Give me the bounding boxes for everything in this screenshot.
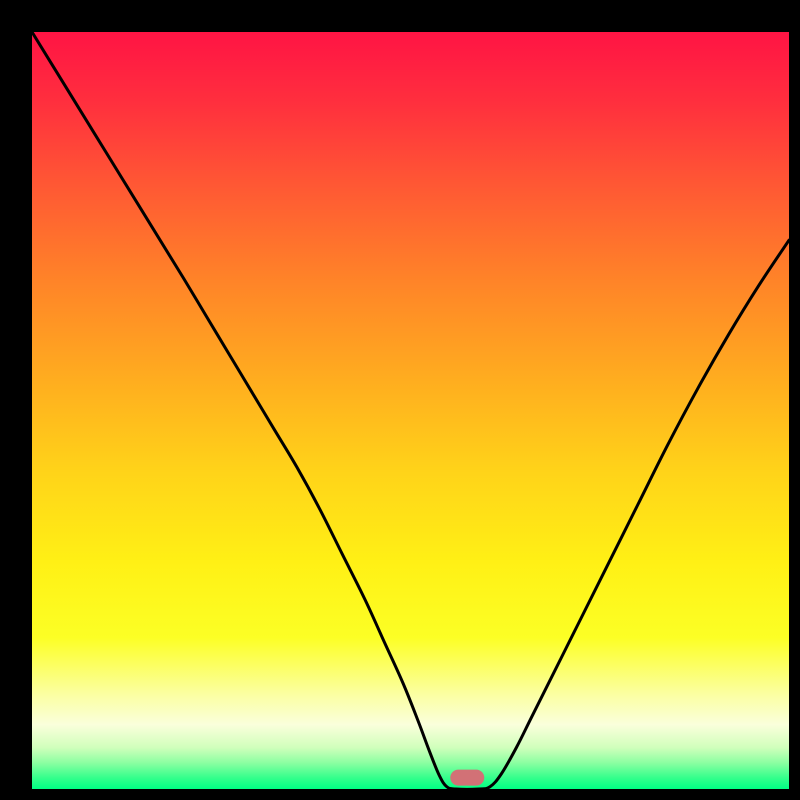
chart-container: TheBottleneck.com xyxy=(0,0,800,800)
plot-background xyxy=(32,32,789,789)
optimal-marker xyxy=(450,770,484,786)
bottleneck-chart xyxy=(0,0,800,800)
